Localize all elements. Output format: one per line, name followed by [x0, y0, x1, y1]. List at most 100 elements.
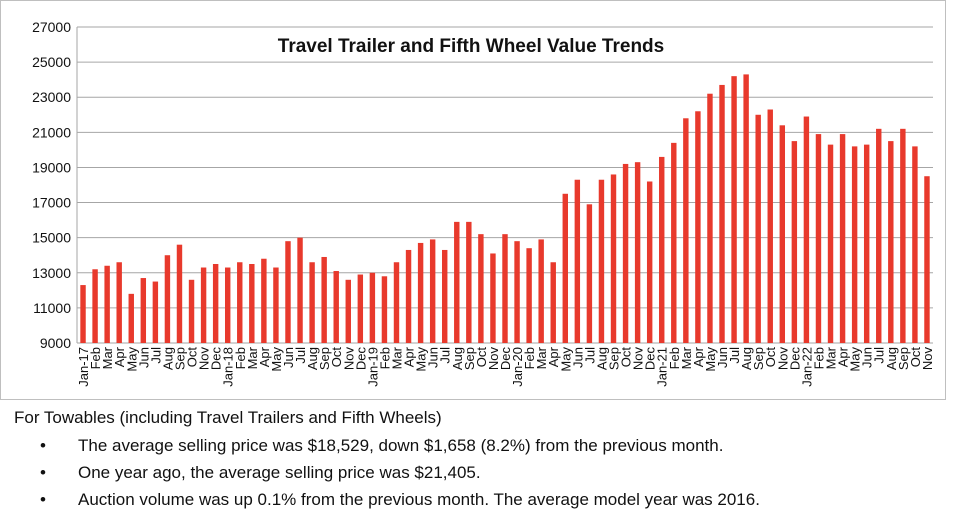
y-tick-label: 17000 — [32, 195, 71, 211]
x-tick-label: Oct — [908, 347, 923, 368]
bar — [719, 84, 725, 343]
summary-caption: For Towables (including Travel Trailers … — [14, 408, 442, 427]
x-tick-label: Mar — [824, 346, 839, 369]
bar — [249, 264, 255, 343]
x-tick-label: Jan-21 — [655, 347, 670, 387]
bar — [562, 193, 568, 343]
bar — [128, 293, 134, 343]
bar — [429, 239, 436, 343]
x-tick-label: Jul — [727, 347, 742, 364]
x-tick-label: May — [848, 347, 863, 372]
bar — [261, 258, 267, 343]
x-tick-label: Feb — [233, 347, 248, 369]
x-tick-label: Apr — [402, 346, 417, 367]
bar — [237, 262, 243, 343]
bar — [731, 76, 737, 344]
x-tick-label: Mar — [245, 346, 260, 369]
bar — [92, 269, 98, 343]
x-tick-label: Dec — [643, 347, 658, 371]
x-tick-label: Oct — [329, 347, 344, 368]
x-tick-label: Dec — [498, 347, 513, 371]
bar — [273, 267, 279, 343]
bar — [152, 281, 159, 343]
bar — [188, 279, 195, 343]
x-tick-label: May — [269, 347, 284, 372]
x-tick-label: Dec — [787, 347, 802, 371]
x-tick-label: Oct — [619, 347, 634, 368]
bar — [502, 234, 508, 343]
x-tick-label: Oct — [763, 347, 778, 368]
x-tick-label: Mar — [389, 346, 404, 369]
bar — [622, 163, 629, 343]
bar — [743, 74, 749, 344]
bar — [345, 279, 351, 343]
x-tick-label: Nov — [920, 347, 935, 371]
x-tick-label: Mar — [679, 346, 694, 369]
bar — [200, 267, 207, 343]
bar — [212, 264, 219, 343]
x-tick-label: Oct — [185, 347, 200, 368]
bar — [767, 109, 773, 343]
bar — [803, 116, 810, 344]
bar — [454, 221, 460, 343]
y-tick-label: 27000 — [32, 19, 71, 35]
bar — [924, 176, 930, 343]
bar — [176, 244, 183, 343]
bar — [683, 118, 689, 344]
x-tick-label: Jun — [426, 347, 441, 368]
x-tick-label: Feb — [88, 347, 103, 369]
bar — [417, 242, 424, 343]
x-tick-label: May — [703, 347, 718, 372]
bar — [586, 204, 593, 343]
bar — [888, 141, 894, 343]
x-tick-label: Apr — [257, 346, 272, 367]
bar — [116, 262, 122, 343]
bar — [900, 128, 906, 343]
x-tick-label: Aug — [739, 347, 754, 370]
bar — [333, 271, 339, 343]
bar — [659, 156, 665, 343]
bar — [381, 276, 388, 343]
bar — [297, 237, 303, 343]
chart-frame: 9000 11000 13000 15000 17000 19000 21000 23000 2… — [0, 0, 946, 400]
x-tick-label: Feb — [377, 347, 392, 369]
y-tick-label: 13000 — [32, 265, 71, 281]
x-tick-label: Sep — [172, 347, 187, 370]
x-tick-label: Apr — [691, 346, 706, 367]
x-tick-label: Sep — [896, 347, 911, 370]
x-tick-label: Jan-20 — [510, 347, 525, 387]
x-tick-label: Jul — [293, 347, 308, 364]
bar — [393, 262, 400, 343]
x-tick-label: May — [414, 347, 429, 372]
summary-bullets: The average selling price was $18,529, d… — [40, 432, 760, 513]
x-tick-label: Jun — [136, 347, 151, 368]
bar — [574, 179, 581, 343]
x-tick-label: Sep — [751, 347, 766, 370]
bar — [863, 144, 870, 343]
x-tick-label: May — [124, 347, 139, 372]
bar — [164, 255, 171, 343]
x-tick-label: Aug — [594, 347, 609, 370]
x-tick-label: Aug — [160, 347, 175, 370]
x-tick-label: Jan-17 — [76, 347, 91, 387]
y-tick-label: 9000 — [40, 335, 71, 351]
x-tick-label: Apr — [112, 346, 127, 367]
bar — [369, 272, 376, 343]
bar — [634, 162, 641, 343]
summary-bullet: Auction volume was up 0.1% from the prev… — [40, 486, 760, 513]
bar — [104, 265, 110, 343]
summary-bullet: The average selling price was $18,529, d… — [40, 432, 760, 459]
bar — [550, 262, 556, 343]
x-tick-label: Jun — [860, 347, 875, 368]
x-tick-label: Jul — [582, 347, 597, 364]
x-tick-label: Aug — [450, 347, 465, 370]
bar — [598, 179, 605, 343]
bar — [224, 267, 231, 343]
bar — [755, 114, 761, 344]
bar — [285, 241, 291, 343]
bar — [442, 249, 448, 343]
bar — [851, 146, 858, 343]
bar — [80, 285, 86, 343]
bar — [671, 142, 677, 343]
x-tick-label: Apr — [836, 346, 851, 367]
